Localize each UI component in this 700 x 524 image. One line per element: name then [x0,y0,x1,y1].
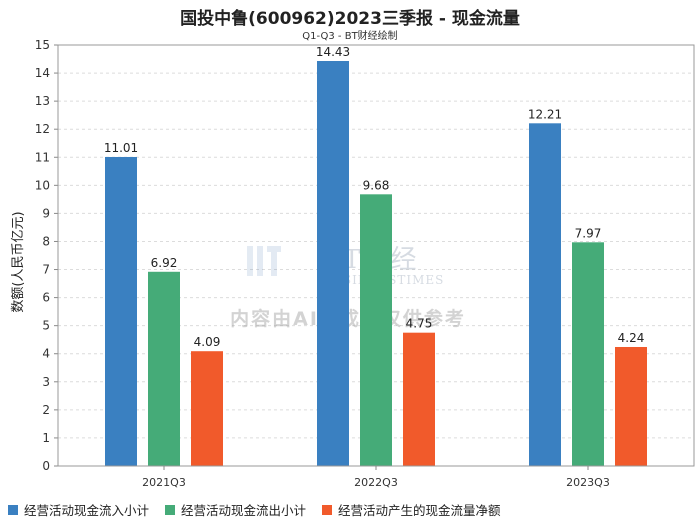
bar [317,60,349,467]
y-tick-label: 0 [42,459,50,473]
data-label: 4.09 [194,335,221,349]
data-label: 9.68 [363,178,390,192]
data-label: 6.92 [151,256,178,270]
y-tick-label: 4 [42,347,50,361]
y-tick-label: 3 [42,375,50,389]
y-tick-label: 10 [35,178,50,192]
x-tick-label: 2021Q3 [142,476,186,489]
y-tick-label: 5 [42,319,50,333]
y-axis-title: 数额(人民币亿元) [11,211,26,312]
x-tick-label: 2022Q3 [354,476,398,489]
legend-item[interactable]: 经营活动现金流出小计 [165,500,306,519]
bar [529,123,561,466]
legend-swatch [165,504,176,515]
bar [360,194,392,466]
y-tick-label: 14 [35,66,50,80]
legend-label: 经营活动现金流入小计 [24,503,150,518]
data-label: 4.75 [406,317,433,331]
x-tick-label: 2023Q3 [566,476,610,489]
y-tick-label: 8 [42,234,50,248]
bar [615,346,647,466]
y-tick-label: 9 [42,206,50,220]
bar [148,271,180,466]
legend: 经营活动现金流入小计 经营活动现金流出小计 经营活动产生的现金流量净额 [8,500,698,519]
bar [105,156,137,466]
data-label: 7.97 [575,226,602,240]
data-label: 11.01 [104,141,138,155]
data-label: 4.24 [618,331,645,345]
chart-subtitle: Q1-Q3 - BT财经绘制 [302,31,398,42]
legend-swatch [8,504,18,515]
y-tick-label: 6 [42,291,50,305]
legend-item[interactable]: 经营活动现金流入小计 [8,500,149,519]
legend-item[interactable]: 经营活动产生的现金流量净额 [322,500,501,519]
legend-swatch [322,504,333,515]
bar [403,332,435,466]
bar [191,351,223,466]
y-tick-label: 15 [35,38,50,52]
bar [572,242,604,466]
y-tick-label: 7 [42,263,50,277]
y-tick-label: 11 [35,150,50,164]
legend-label: 经营活动现金流出小计 [181,503,307,518]
bars: 11.01 6.92 4.09 14.43 9.68 4.75 12.21 7.97 4.24 [104,45,647,467]
y-tick-label: 13 [35,94,50,108]
chart-title: 国投中鲁(600962)2023三季报 - 现金流量 [180,9,520,29]
data-label: 14.43 [316,45,350,59]
bt-logo-icon [247,246,281,276]
y-tick-label: 1 [42,431,50,445]
data-label: 12.21 [528,107,562,121]
y-tick-label: 12 [35,122,50,136]
y-tick-label: 2 [42,403,50,417]
legend-label: 经营活动产生的现金流量净额 [338,503,501,518]
